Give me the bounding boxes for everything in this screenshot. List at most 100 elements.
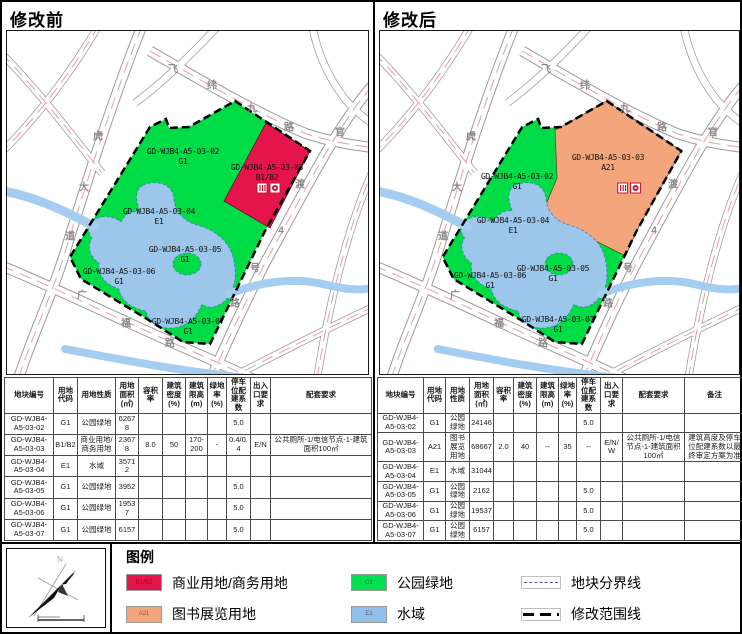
table-cell: 50 [162, 433, 186, 457]
road-label: 虎 [93, 131, 103, 143]
table-cell: 5.0 [576, 480, 601, 502]
table-cell [207, 454, 227, 478]
modification-boundary-line-swatch [521, 607, 561, 621]
legend-item: A21 图书展览用地 [126, 604, 351, 624]
legend-label: 图书展览用地 [172, 606, 256, 623]
table-cell: 5.0 [576, 500, 601, 522]
column-header: 出入口要求 [600, 377, 623, 414]
parcel-label: GD-WJB4-A5-03-02 G1 [480, 172, 554, 191]
column-header: 停车位配建系数 [226, 377, 251, 414]
table-cell [558, 412, 577, 434]
table-cell [622, 412, 685, 434]
map-after: GD-WJB4-A5-03-02 G1 GD-WJB4-A5-03-03 A21 GD-… [379, 30, 740, 375]
table-cell [250, 518, 271, 542]
table-row: GD-WJB4-A5-03-04 E1 水域 35712 [4, 454, 372, 478]
table-cell [138, 518, 163, 542]
parcel-label: GD-WJB4-A5-03-03 B1/B2 [230, 163, 304, 182]
column-header: 绿地率(%) [207, 377, 227, 414]
table-row: GD-WJB4-A5-03-04 E1 水域 31044 [377, 461, 742, 482]
table-cell [250, 412, 271, 435]
table-cell [684, 461, 742, 482]
table-cell: E/N [250, 433, 271, 457]
table-cell: G1 [53, 476, 78, 499]
table-cell: 35712 [115, 454, 139, 478]
table-cell [558, 520, 577, 541]
table-row: GD-WJB4-A5-03-07 G1 公园绿地 6157 5.0 [4, 518, 372, 542]
table-cell: GD-WJB4-A5-03-03 [4, 433, 54, 457]
table-cell: 5.0 [226, 518, 251, 542]
road-label: 九 [247, 103, 257, 115]
column-header: 容积率 [493, 377, 514, 414]
column-header: 建筑限高(m) [185, 377, 208, 414]
color-swatch: B1/B2 [126, 574, 162, 592]
parcel-label: GD-WJB4-A5-03-05 G1 [148, 245, 222, 264]
table-cell [622, 480, 685, 502]
table-cell [270, 454, 372, 478]
table-cell [162, 518, 186, 542]
table-cell [250, 476, 271, 499]
table-cell: GD-WJB4-A5-03-04 [4, 454, 54, 478]
column-header: 用地面积(㎡) [115, 377, 139, 414]
table-cell: E1 [53, 454, 78, 478]
table-cell [513, 520, 537, 541]
table-cell [162, 476, 186, 499]
road-label: 路 [538, 338, 548, 350]
table-cell: 2162 [469, 480, 494, 502]
table-cell: 公园绿地 [77, 476, 116, 499]
table-cell [684, 500, 742, 522]
table-cell [270, 476, 372, 499]
green-island [544, 252, 574, 276]
column-header: 建筑密度(%) [162, 377, 186, 414]
parcel-label: GD-WJB4-A5-03-06 G1 [453, 271, 527, 290]
table-cell: 19537 [469, 500, 494, 522]
table-cell [270, 518, 372, 542]
column-header: 备注 [684, 377, 742, 414]
table-cell [493, 500, 514, 522]
column-header: 地块编号 [377, 377, 424, 414]
column-header: 用地代码 [53, 377, 78, 414]
column-header: 用地性质 [77, 377, 116, 414]
road-label: 大 [452, 182, 462, 194]
table-row: GD-WJB4-A5-03-07 G1 公园绿地 6157 5.0 [377, 520, 742, 541]
modification-boundary-line [441, 99, 683, 346]
table-cell: B1/B2 [53, 433, 78, 457]
table-row: GD-WJB4-A5-03-02 G1 公园绿地 62678 5.0 [4, 412, 372, 435]
column-header: 用地代码 [423, 377, 446, 414]
table-cell: 5.0 [226, 412, 251, 435]
table-cell: -- [536, 432, 559, 463]
table-row: GD-WJB4-A5-03-06 G1 公园绿地 19537 5.0 [377, 500, 742, 522]
panel-title-after: 修改后 [383, 11, 437, 30]
legend-label: 公园绿地 [397, 574, 453, 591]
table-cell: 6157 [469, 520, 494, 541]
legend-item: B1/B2 商业用地/商务用地 [126, 573, 351, 593]
table-cell: 62678 [115, 412, 139, 435]
road-label: 广 [450, 290, 460, 302]
table-cell [684, 520, 742, 541]
column-header: 绿地率(%) [558, 377, 577, 414]
table-cell: 5.0 [226, 476, 251, 499]
table-cell: GD-WJB4-A5-03-06 [4, 497, 54, 520]
table-cell: E/N/W [600, 432, 623, 463]
column-header: 地块编号 [4, 377, 54, 414]
parcel-label: GD-WJB4-A5-03-06 G1 [82, 267, 156, 286]
table-cell: 2.0 [493, 432, 514, 463]
road-label: 广 [77, 290, 87, 302]
table-cell [207, 476, 227, 499]
table-cell [207, 412, 227, 435]
table-cell: GD-WJB4-A5-03-05 [4, 476, 54, 499]
table-cell [600, 480, 623, 502]
road-label: 大 [79, 182, 89, 194]
table-cell: 5.0 [576, 412, 601, 434]
road-label: 渡 [668, 179, 678, 191]
table-cell [558, 480, 577, 502]
column-header: 停车位配建系数 [576, 377, 601, 414]
table-cell [684, 412, 742, 434]
road-label: 虎 [466, 131, 476, 143]
table-cell [600, 520, 623, 541]
table-cell [622, 461, 685, 482]
table-wrap-before: 地块编号 用地代码 用地性质 用地面积(㎡) 容积率 建筑密度(%) 建筑限高(m) 绿地率(… [2, 375, 373, 542]
table-cell [536, 500, 559, 522]
table-cell [622, 500, 685, 522]
table-cell [558, 500, 577, 522]
